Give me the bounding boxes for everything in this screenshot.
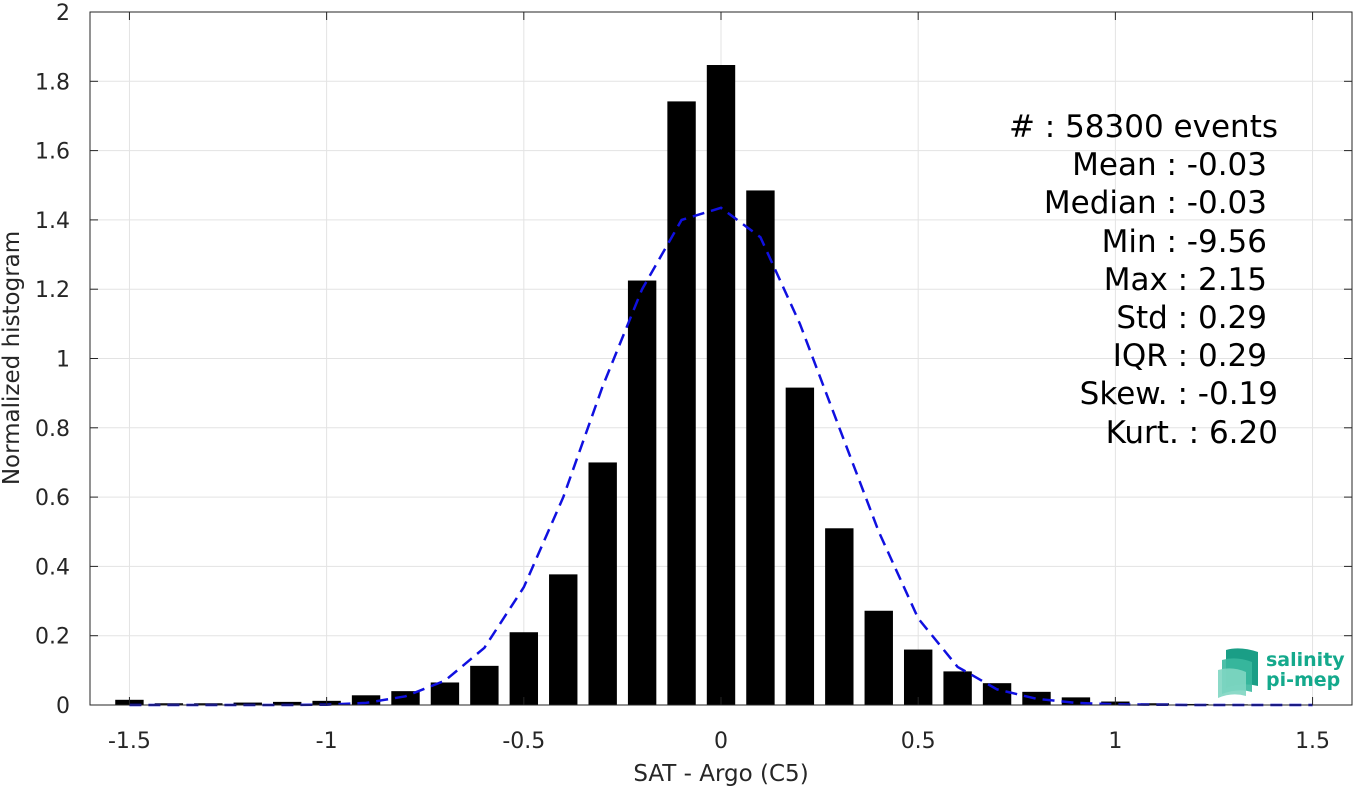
histogram-bar — [746, 190, 775, 705]
x-axis-label: SAT - Argo (C5) — [633, 761, 808, 787]
histogram-bar — [825, 528, 854, 705]
x-tick-label: -1 — [316, 729, 338, 754]
histogram-bar — [549, 574, 578, 705]
histogram-bar — [588, 462, 617, 705]
histogram-bar — [982, 683, 1012, 705]
stats-box: # : 58300 events Mean : -0.03 Median : -… — [1009, 109, 1278, 451]
histogram-bar — [627, 280, 657, 705]
stat-iqr: IQR : 0.29 — [1113, 338, 1267, 374]
x-tick-label: 1.5 — [1295, 729, 1330, 754]
y-tick-label: 0.4 — [35, 555, 70, 580]
stat-max: Max : 2.15 — [1104, 262, 1267, 298]
histogram-bar — [430, 682, 460, 705]
histogram-bar — [272, 701, 302, 705]
histogram-bar — [706, 65, 736, 705]
logo-text-pimep: pi-mep — [1266, 669, 1340, 691]
stat-min: Min : -9.56 — [1102, 224, 1267, 260]
x-tick-label: -1.5 — [108, 729, 151, 754]
salinity-pimep-logo: salinity pi-mep — [1218, 648, 1345, 698]
histogram-bar — [864, 610, 893, 705]
logo-text-salinity: salinity — [1266, 649, 1345, 671]
histogram-bar — [1061, 697, 1091, 705]
y-tick-label: 0.6 — [35, 486, 70, 511]
x-tick-label: 0 — [714, 729, 728, 754]
histogram-bar — [903, 649, 933, 705]
y-tick-label: 0 — [56, 694, 70, 719]
x-tick-label: -0.5 — [502, 729, 545, 754]
stat-std: Std : 0.29 — [1116, 300, 1267, 336]
histogram-bar — [470, 665, 499, 705]
stat-mean: Mean : -0.03 — [1072, 147, 1267, 183]
stat-median: Median : -0.03 — [1044, 185, 1267, 221]
histogram-bar — [509, 632, 539, 705]
y-tick-label: 1.8 — [35, 70, 70, 95]
y-axis-label: Normalized histogram — [0, 231, 25, 485]
histogram-bar — [785, 387, 815, 705]
logo-waves-icon — [1218, 648, 1258, 698]
y-tick-label: 1.4 — [35, 209, 70, 234]
y-tick-label: 2 — [56, 1, 70, 26]
x-tick-label: 0.5 — [901, 729, 936, 754]
stat-count: # : 58300 events — [1009, 109, 1278, 145]
x-axis-ticks: -1.5 -1 -0.5 0 0.5 1 1.5 — [108, 12, 1330, 754]
histogram-bar — [1140, 703, 1170, 705]
histogram-bar — [391, 691, 420, 705]
y-axis-ticks: 0 0.2 0.4 0.6 0.8 1 1.2 1.4 1.6 1.8 2 — [35, 1, 1352, 719]
y-tick-label: 1.2 — [35, 278, 70, 303]
y-tick-label: 1.6 — [35, 140, 70, 165]
y-tick-label: 1 — [56, 348, 70, 373]
histogram-bar — [1180, 703, 1209, 705]
stat-skewness: Skew. : -0.19 — [1080, 376, 1278, 412]
x-tick-label: 1 — [1108, 729, 1122, 754]
histogram-bar — [1022, 691, 1051, 705]
stat-kurtosis: Kurt. : 6.20 — [1106, 415, 1278, 451]
histogram-bar — [351, 695, 381, 705]
y-tick-label: 0.2 — [35, 625, 70, 650]
y-tick-label: 0.8 — [35, 417, 70, 442]
histogram-bar — [943, 671, 972, 705]
histogram-bar — [667, 101, 696, 706]
